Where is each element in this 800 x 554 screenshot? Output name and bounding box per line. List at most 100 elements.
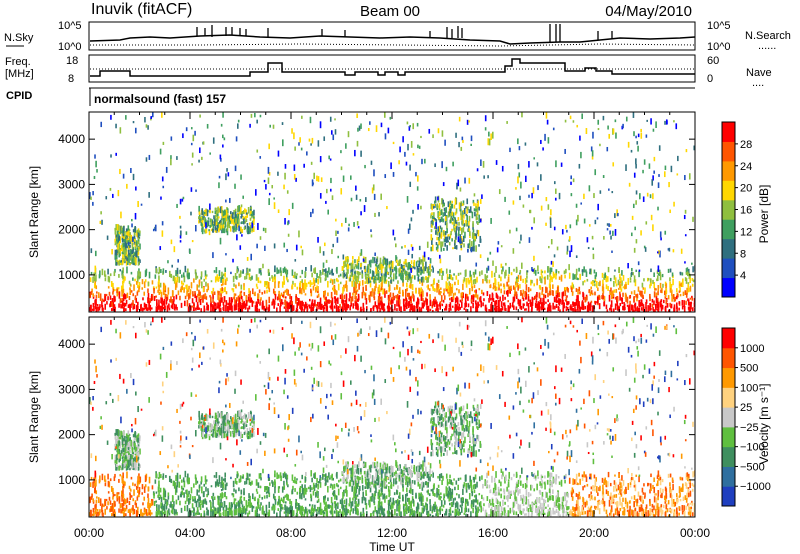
power-cell: [383, 276, 386, 284]
power-cell: [119, 260, 121, 265]
velocity-cell: [673, 503, 676, 507]
power-cell: [93, 272, 95, 279]
power-cell: [380, 278, 382, 282]
power-cell: [144, 279, 147, 283]
power-cell: [267, 268, 270, 274]
velocity-cell: [348, 503, 351, 507]
power-cell: [243, 301, 246, 308]
power-cell: [161, 221, 164, 226]
power-cell: [410, 244, 413, 247]
power-cell: [690, 301, 693, 305]
power-cell: [637, 261, 640, 266]
power-cell: [492, 282, 495, 288]
power-cell: [148, 307, 151, 310]
power-cell: [329, 280, 332, 284]
power-cell: [410, 141, 413, 148]
power-cell: [116, 234, 118, 241]
power-cell: [517, 285, 519, 291]
power-cell: [170, 239, 173, 245]
power-cell: [335, 268, 338, 272]
power-cell: [495, 160, 498, 165]
power-cell: [456, 182, 458, 190]
power-cell: [249, 123, 251, 128]
power-cell: [377, 295, 380, 303]
power-cell: [161, 230, 164, 237]
power-cell: [615, 132, 617, 139]
power-cell: [483, 175, 485, 179]
power-cell: [619, 281, 621, 289]
power-cell: [273, 243, 276, 249]
power-cell: [625, 297, 627, 302]
power-cell: [116, 290, 119, 297]
velocity-cell: [263, 510, 265, 516]
power-cell: [355, 305, 357, 310]
velocity-cell: [691, 483, 694, 486]
power-cell: [421, 288, 423, 296]
velocity-cell: [277, 501, 279, 506]
power-cell: [369, 268, 372, 274]
power-cell: [605, 284, 608, 290]
power-cell: [149, 304, 152, 312]
power-cell: [657, 301, 660, 306]
power-cell: [444, 139, 446, 146]
power-cell: [468, 220, 470, 226]
power-cell: [398, 160, 400, 165]
power-cell: [148, 300, 150, 308]
power-cell: [297, 298, 300, 305]
power-cell: [651, 179, 654, 186]
power-cell: [622, 286, 625, 289]
power-cell: [433, 288, 436, 292]
velocity-cell: [419, 493, 421, 500]
power-cell: [298, 300, 301, 306]
power-cell: [340, 150, 342, 154]
power-cell: [454, 292, 456, 296]
velocity-cell: [191, 510, 194, 513]
power-cell: [372, 306, 375, 309]
power-cell: [182, 196, 185, 200]
power-cell: [642, 294, 644, 299]
power-cell: [186, 284, 188, 291]
power-cell: [241, 228, 244, 234]
power-cell: [148, 192, 150, 198]
velocity-cell: [200, 481, 202, 485]
power-cell: [174, 277, 177, 284]
power-cell: [408, 223, 411, 230]
power-cell: [203, 307, 206, 311]
power-cell: [317, 140, 320, 147]
power-cell: [368, 260, 371, 266]
velocity-cell: [265, 486, 267, 491]
power-cell: [388, 294, 391, 301]
power-cell: [331, 249, 333, 255]
velocity-cell: [329, 477, 331, 480]
power-cell: [102, 307, 104, 312]
power-cell: [632, 112, 635, 118]
power-cell: [490, 306, 492, 311]
power-cell: [475, 209, 477, 212]
power-cell: [323, 269, 325, 272]
velocity-cell: [255, 510, 258, 517]
power-cell: [201, 156, 203, 160]
power-cell: [218, 221, 221, 225]
velocity-cell: [503, 507, 506, 512]
velocity-cell: [188, 508, 191, 512]
velocity-cell: [549, 483, 551, 489]
power-cell: [134, 297, 137, 301]
power-cell: [184, 265, 187, 273]
power-cell: [465, 278, 468, 285]
power-cell: [545, 112, 548, 119]
power-cell: [298, 230, 300, 238]
velocity-cell: [387, 499, 390, 506]
power-cell: [610, 308, 613, 312]
power-cell: [637, 145, 639, 152]
velocity-cell: [652, 513, 655, 517]
power-cell: [222, 215, 224, 219]
velocity-cell: [431, 510, 434, 514]
power-cell: [116, 224, 119, 231]
power-cell: [329, 188, 332, 192]
power-cell: [579, 306, 581, 310]
power-cell: [283, 292, 285, 299]
power-cell: [502, 266, 504, 272]
power-cell: [509, 290, 512, 294]
power-cell: [380, 300, 382, 305]
